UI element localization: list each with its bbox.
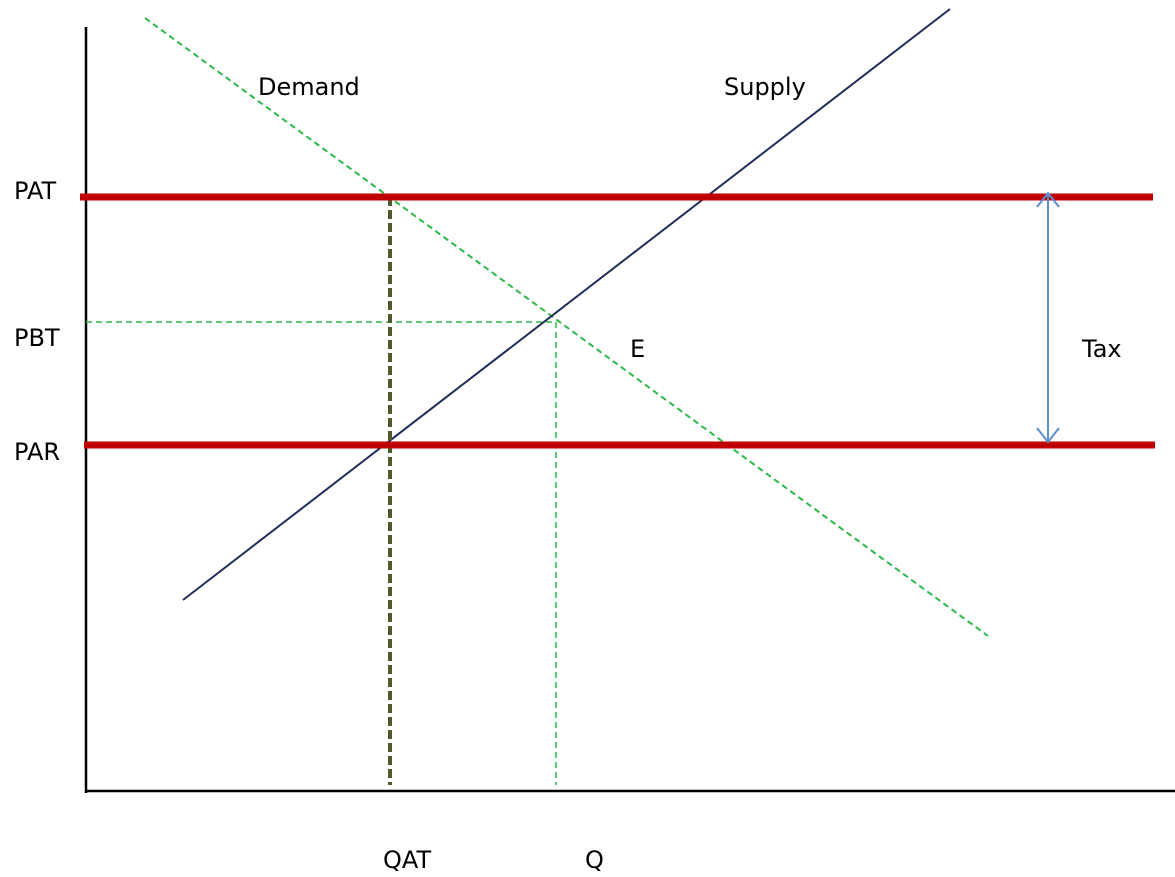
tax-arrow xyxy=(1036,191,1060,444)
par-label: PAR xyxy=(14,438,60,466)
equilibrium-label: E xyxy=(630,335,645,363)
tax-label: Tax xyxy=(1081,335,1122,363)
pat-label: PAT xyxy=(14,177,56,205)
pbt-label: PBT xyxy=(14,324,60,352)
demand-curve xyxy=(144,17,989,637)
q-label: Q xyxy=(585,846,604,874)
demand-label: Demand xyxy=(258,73,360,101)
qat-label: QAT xyxy=(383,846,431,874)
supply-label: Supply xyxy=(724,73,806,101)
supply-curve xyxy=(182,8,951,601)
